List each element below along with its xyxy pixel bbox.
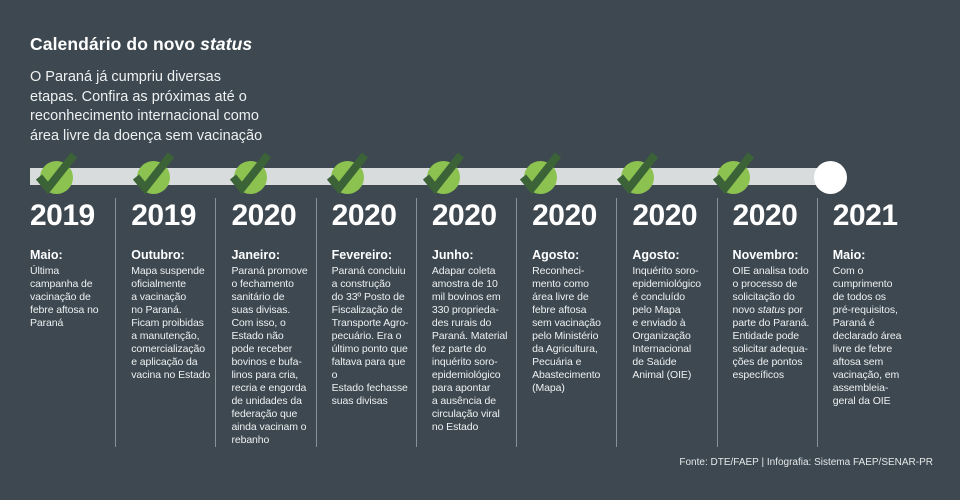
milestone-month: Outubro:: [131, 248, 185, 262]
check-icon: [132, 152, 175, 194]
milestone-month: Janeiro:: [231, 248, 281, 262]
milestone-description: Paraná promove o fechamento sanitário de su…: [231, 265, 308, 446]
milestone-column-5: 2020 Junho: Adapar coleta amostra de 10 mi…: [415, 198, 516, 447]
milestone-column-8: 2020 Novembro: OIE analisa todo o process…: [716, 198, 817, 447]
milestone-marker-pending: [814, 161, 847, 194]
check-icon: [229, 152, 272, 194]
milestone-column-2: 2019 Outubro: Mapa suspende oficialmente a…: [115, 198, 215, 447]
milestone-description: Mapa suspende oficialmente a vacinação no P…: [131, 265, 211, 381]
milestone-column-9: 2021 Maio: Com o cumprimento de todos os pr…: [816, 198, 917, 447]
milestone-year: 2020: [331, 199, 397, 232]
milestone-column-1: 2019 Maio: Última campanha de vacinação de…: [15, 198, 115, 447]
milestone-year: 2019: [131, 199, 196, 232]
milestone-month: Novembro:: [732, 248, 799, 262]
milestone-description: Paraná concluiu a construção do 33º Posto …: [331, 265, 409, 407]
milestone-marker-8: [712, 152, 755, 194]
milestone-description: Adapar coleta amostra de 10 mil bovinos em…: [431, 265, 508, 433]
milestone-column-4: 2020 Fevereiro: Paraná concluiu a constru…: [315, 198, 416, 447]
milestone-description: OIE analisa todo o processo de solicitação…: [732, 265, 810, 381]
milestone-year: 2020: [632, 199, 698, 232]
milestone-columns: 2019 Maio: Última campanha de vacinação de…: [15, 198, 917, 447]
milestone-month: Maio:: [30, 248, 63, 262]
milestone-description: Com o cumprimento de todos os pré-requisito…: [832, 265, 902, 407]
milestone-description: Última campanha de vacinação de febre aftos…: [30, 265, 99, 329]
milestone-year: 2020: [231, 199, 297, 232]
milestone-description: Reconheci-mento como área livre de febre a…: [532, 265, 601, 394]
milestone-marker-2: [132, 152, 175, 194]
milestone-column-7: 2020 Agosto: Inquérito soro-epidemiológi…: [616, 198, 716, 447]
milestone-marker-7: [616, 152, 659, 194]
milestone-column-6: 2020 Agosto: Reconheci-mento como área li…: [516, 198, 616, 447]
page-subtitle: O Paraná já cumpriu diversas etapas. Conf…: [30, 69, 263, 144]
milestone-description: Inquérito soro-epidemiológico é concluído…: [632, 265, 701, 381]
milestone-month: Fevereiro:: [331, 248, 393, 262]
milestone-year: 2020: [431, 199, 497, 232]
milestone-year: 2020: [732, 199, 798, 232]
milestone-marker-6: [519, 152, 562, 194]
milestone-marker-4: [326, 152, 369, 194]
milestone-marker-1: [35, 152, 78, 194]
milestone-month: Agosto:: [532, 248, 580, 262]
check-icon: [616, 152, 659, 194]
page-title: Calendário do novo status: [30, 34, 253, 54]
check-icon: [422, 152, 465, 194]
milestone-month: Junho:: [431, 248, 474, 262]
milestone-year: 2021: [832, 199, 898, 232]
check-icon: [519, 152, 562, 194]
milestone-month: Maio:: [832, 248, 866, 262]
check-icon: [326, 152, 369, 194]
check-icon: [712, 152, 755, 194]
milestone-year: 2020: [532, 199, 597, 232]
check-icon: [35, 152, 78, 194]
header: Calendário do novo status O Paraná já cu…: [30, 34, 262, 146]
source-credits: Fonte: DTE/FAEP | Infografia: Sistema FA…: [679, 457, 933, 468]
milestone-column-3: 2020 Janeiro: Paraná promove o fechamento…: [215, 198, 315, 447]
milestone-marker-5: [422, 152, 465, 194]
milestone-year: 2019: [30, 199, 95, 232]
milestone-marker-3: [229, 152, 272, 194]
milestone-month: Agosto:: [632, 248, 680, 262]
